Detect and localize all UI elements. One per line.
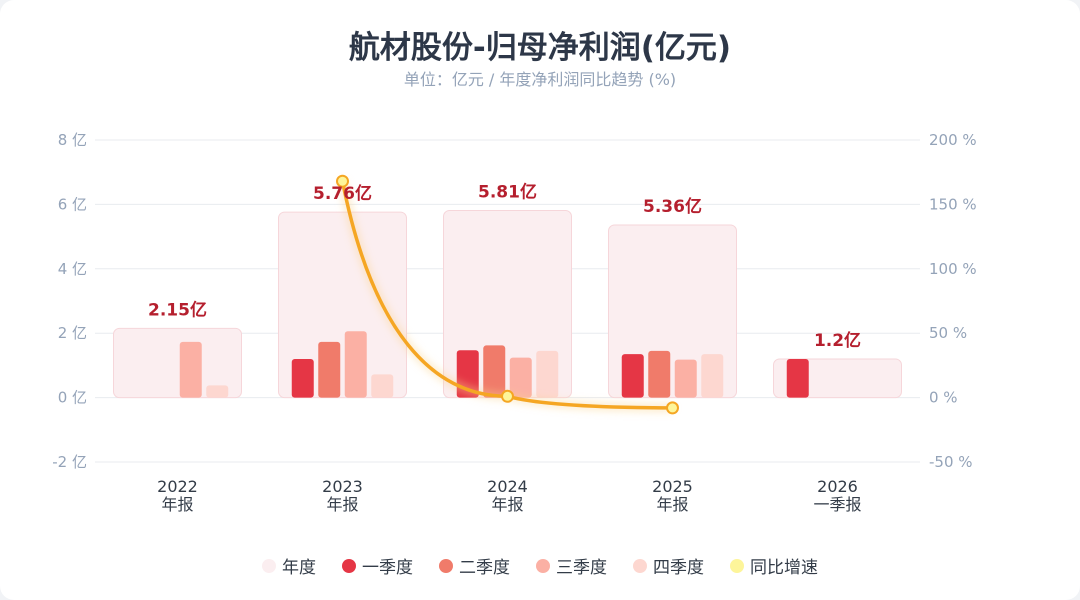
annual-bar xyxy=(278,211,407,399)
legend-dot-q3 xyxy=(536,558,550,573)
x-tick-label: 2025 xyxy=(652,477,693,496)
legend-label-q4: 四季度 xyxy=(653,558,704,578)
annual-value-label: 1.2亿 xyxy=(814,330,861,351)
annual-bar xyxy=(113,327,242,399)
y-tick-label-right: -50 % xyxy=(929,453,973,471)
x-tick-label: 2022 xyxy=(157,477,198,496)
legend-item-q1[interactable]: 一季度 xyxy=(342,553,413,578)
quarter-bar-q2 xyxy=(483,345,506,398)
legend-dot-q1 xyxy=(342,558,356,573)
quarter-bar-q1 xyxy=(621,354,644,398)
chart-title: 航材股份-归母净利润(亿元) xyxy=(348,30,732,66)
quarter-bar-q4 xyxy=(536,350,559,398)
legend-item-q3[interactable]: 三季度 xyxy=(536,553,607,578)
quarter-bar-q3 xyxy=(344,331,367,398)
x-tick-label-period: 年报 xyxy=(326,495,358,514)
legend-label-q2: 二季度 xyxy=(459,558,510,578)
yoy-point xyxy=(336,174,349,188)
quarter-bar-q1 xyxy=(291,358,314,398)
legend-item-q2[interactable]: 二季度 xyxy=(439,553,510,578)
y-tick-label-left: -2 亿 xyxy=(52,453,87,471)
annual-value-label: 5.36亿 xyxy=(643,196,702,217)
x-tick-label-period: 年报 xyxy=(491,495,523,514)
quarter-bar-q4 xyxy=(206,385,229,398)
x-tick-label-period: 一季报 xyxy=(813,495,861,514)
quarter-bar-q2 xyxy=(318,341,341,398)
legend-item-annual[interactable]: 年度 xyxy=(262,553,316,578)
annual-value-label: 5.76亿 xyxy=(313,183,372,204)
y-tick-label-left: 4 亿 xyxy=(58,260,87,278)
y-tick-label-left: 8 亿 xyxy=(58,131,87,149)
chart-subtitle: 单位：亿元 / 年度净利润同比趋势 (%) xyxy=(403,70,677,89)
legend-label-q1: 一季度 xyxy=(362,558,413,578)
legend-label-annual: 年度 xyxy=(282,558,316,578)
x-tick-label: 2023 xyxy=(322,477,363,496)
legend-label-yoy: 同比增速 xyxy=(750,558,818,578)
y-tick-label-left: 2 亿 xyxy=(58,324,87,342)
y-tick-label-right: 200 % xyxy=(929,131,977,149)
legend-dot-annual xyxy=(262,558,276,573)
y-tick-label-left: 0 亿 xyxy=(58,389,87,407)
yoy-line xyxy=(340,179,675,410)
quarter-bar-q4 xyxy=(371,374,394,398)
x-tick-label-period: 年报 xyxy=(161,495,193,514)
y-tick-label-right: 150 % xyxy=(929,195,977,213)
annual-value-label: 5.81亿 xyxy=(478,182,537,203)
annual-value-label: 2.15亿 xyxy=(148,299,207,320)
yoy-point xyxy=(501,389,514,403)
legend-dot-q2 xyxy=(439,558,453,573)
legend-dot-q4 xyxy=(633,558,647,573)
legend: 年度 一季度 二季度 三季度 四季度 同比增速 xyxy=(0,553,1080,578)
legend-dot-yoy xyxy=(730,558,744,573)
yoy-point xyxy=(666,401,679,415)
quarter-bar-q3 xyxy=(674,359,697,398)
x-tick-label: 2024 xyxy=(487,477,528,496)
legend-item-yoy[interactable]: 同比增速 xyxy=(730,553,818,578)
legend-label-q3: 三季度 xyxy=(556,558,607,578)
legend-item-q4[interactable]: 四季度 xyxy=(633,553,704,578)
y-tick-label-right: 0 % xyxy=(929,389,958,407)
y-tick-label-right: 50 % xyxy=(929,324,967,342)
y-tick-label-left: 6 亿 xyxy=(58,195,87,213)
y-tick-label-right: 100 % xyxy=(929,260,977,278)
x-tick-label-period: 年报 xyxy=(656,495,688,514)
quarter-bar-q4 xyxy=(701,354,724,398)
x-tick-label: 2026 xyxy=(817,477,858,496)
quarter-bar-q3 xyxy=(509,357,532,398)
quarter-bar-q3 xyxy=(179,341,202,398)
quarter-bar-q1 xyxy=(786,358,809,398)
quarter-bar-q2 xyxy=(648,350,671,398)
